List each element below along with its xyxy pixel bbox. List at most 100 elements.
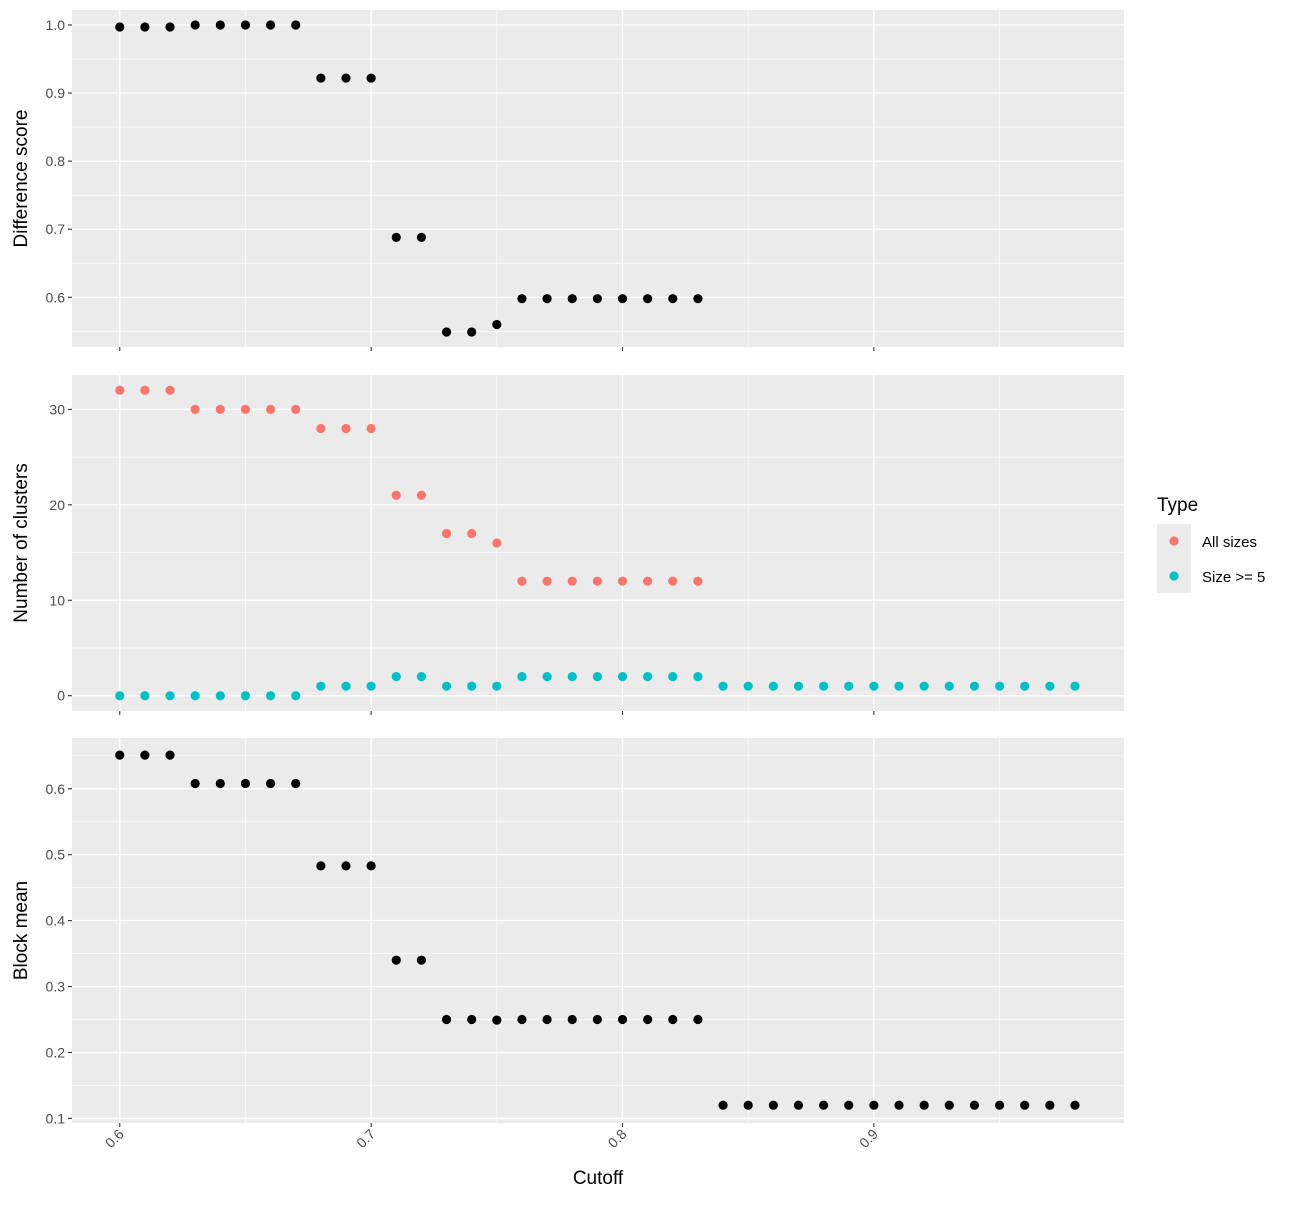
data-point: [291, 691, 301, 701]
series-all-sizes: [115, 385, 703, 586]
data-point: [869, 1100, 879, 1110]
series-points: [115, 750, 1080, 1110]
data-point: [844, 681, 854, 691]
data-point: [341, 861, 351, 871]
data-point: [291, 778, 301, 789]
data-point: [1045, 1100, 1055, 1110]
data-point: [240, 20, 251, 30]
data-point: [592, 672, 602, 682]
x-tick-label: 0.8: [605, 1126, 630, 1151]
data-point: [190, 691, 200, 701]
data-point: [1070, 1100, 1080, 1110]
data-point: [617, 294, 628, 304]
data-point: [291, 20, 301, 30]
x-tick-label: 0.6: [102, 1126, 127, 1151]
y-axis-title: Block mean: [11, 881, 32, 980]
data-point: [190, 404, 200, 414]
data-point: [793, 1100, 804, 1110]
y-tick-label: 30: [49, 401, 65, 417]
data-point: [341, 681, 351, 691]
data-point: [115, 22, 125, 32]
panel-block-mean: 0.1 0.2 0.3 0.4 0.5 0.6 Block mean: [11, 738, 1124, 1127]
data-point: [844, 1100, 854, 1110]
data-point: [441, 1014, 452, 1025]
data-point: [265, 691, 276, 701]
panel-number-of-clusters: 0 10 20 30 Number of clusters: [11, 375, 1124, 715]
data-point: [265, 404, 276, 414]
data-point: [542, 576, 552, 586]
data-point: [718, 1100, 728, 1110]
data-point: [165, 750, 175, 760]
data-point: [366, 681, 376, 691]
data-point: [140, 691, 150, 701]
data-point: [416, 490, 427, 500]
y-tick-label: 1.0: [46, 17, 66, 33]
data-point: [190, 20, 200, 30]
data-point: [316, 423, 326, 434]
data-point: [693, 576, 703, 586]
legend: Type All sizes Size >= 5: [1157, 495, 1265, 593]
data-point: [517, 294, 527, 304]
data-point: [316, 861, 326, 871]
data-point: [542, 1014, 552, 1025]
data-point: [768, 1100, 778, 1110]
data-point: [643, 1014, 653, 1025]
data-point: [517, 576, 527, 586]
data-point: [969, 1100, 980, 1110]
data-point: [341, 73, 351, 83]
data-point: [467, 1014, 477, 1025]
data-point: [743, 1100, 753, 1110]
data-point: [617, 672, 628, 682]
data-point: [668, 672, 678, 682]
data-point: [592, 294, 602, 304]
legend-key-size-ge-5: [1169, 571, 1179, 581]
data-point: [819, 681, 829, 691]
data-point: [115, 750, 125, 760]
data-point: [391, 232, 401, 242]
data-point: [467, 681, 477, 691]
x-tick-label: 0.9: [856, 1126, 881, 1151]
data-point: [994, 681, 1005, 691]
panel-background: [72, 738, 1124, 1123]
data-point: [643, 294, 653, 304]
data-point: [416, 955, 427, 965]
data-point: [391, 955, 401, 965]
data-point: [567, 294, 577, 304]
data-point: [140, 385, 150, 395]
data-point: [341, 423, 351, 434]
series-points: [115, 20, 703, 337]
data-point: [391, 672, 401, 682]
legend-key-background: [1157, 524, 1191, 593]
y-tick-label: 0.7: [46, 221, 66, 237]
y-tick-label: 0.2: [46, 1044, 66, 1060]
data-point: [215, 778, 225, 789]
data-point: [819, 1100, 829, 1110]
y-tick-label: 20: [49, 497, 65, 513]
y-tick-label: 0.1: [46, 1110, 66, 1126]
data-point: [969, 681, 980, 691]
data-point: [215, 404, 225, 414]
data-point: [869, 681, 879, 691]
data-point: [768, 681, 778, 691]
panel-background: [72, 375, 1124, 711]
y-tick-label: 0.6: [46, 289, 66, 305]
data-point: [944, 1100, 954, 1110]
data-point: [567, 576, 577, 586]
data-point: [140, 22, 150, 32]
data-point: [165, 22, 175, 32]
data-point: [115, 385, 125, 395]
data-point: [592, 576, 602, 586]
y-tick-label: 0.6: [46, 781, 66, 797]
data-point: [592, 1014, 602, 1025]
x-tick-label: 0.7: [353, 1126, 378, 1151]
x-axis-title: Cutoff: [573, 1168, 624, 1189]
data-point: [919, 681, 929, 691]
y-tick-label: 0.4: [46, 913, 66, 929]
data-point: [919, 1100, 929, 1110]
y-tick-label: 0: [57, 688, 65, 704]
data-point: [492, 681, 502, 691]
data-point: [517, 672, 527, 682]
y-axis-title: Number of clusters: [11, 463, 32, 622]
